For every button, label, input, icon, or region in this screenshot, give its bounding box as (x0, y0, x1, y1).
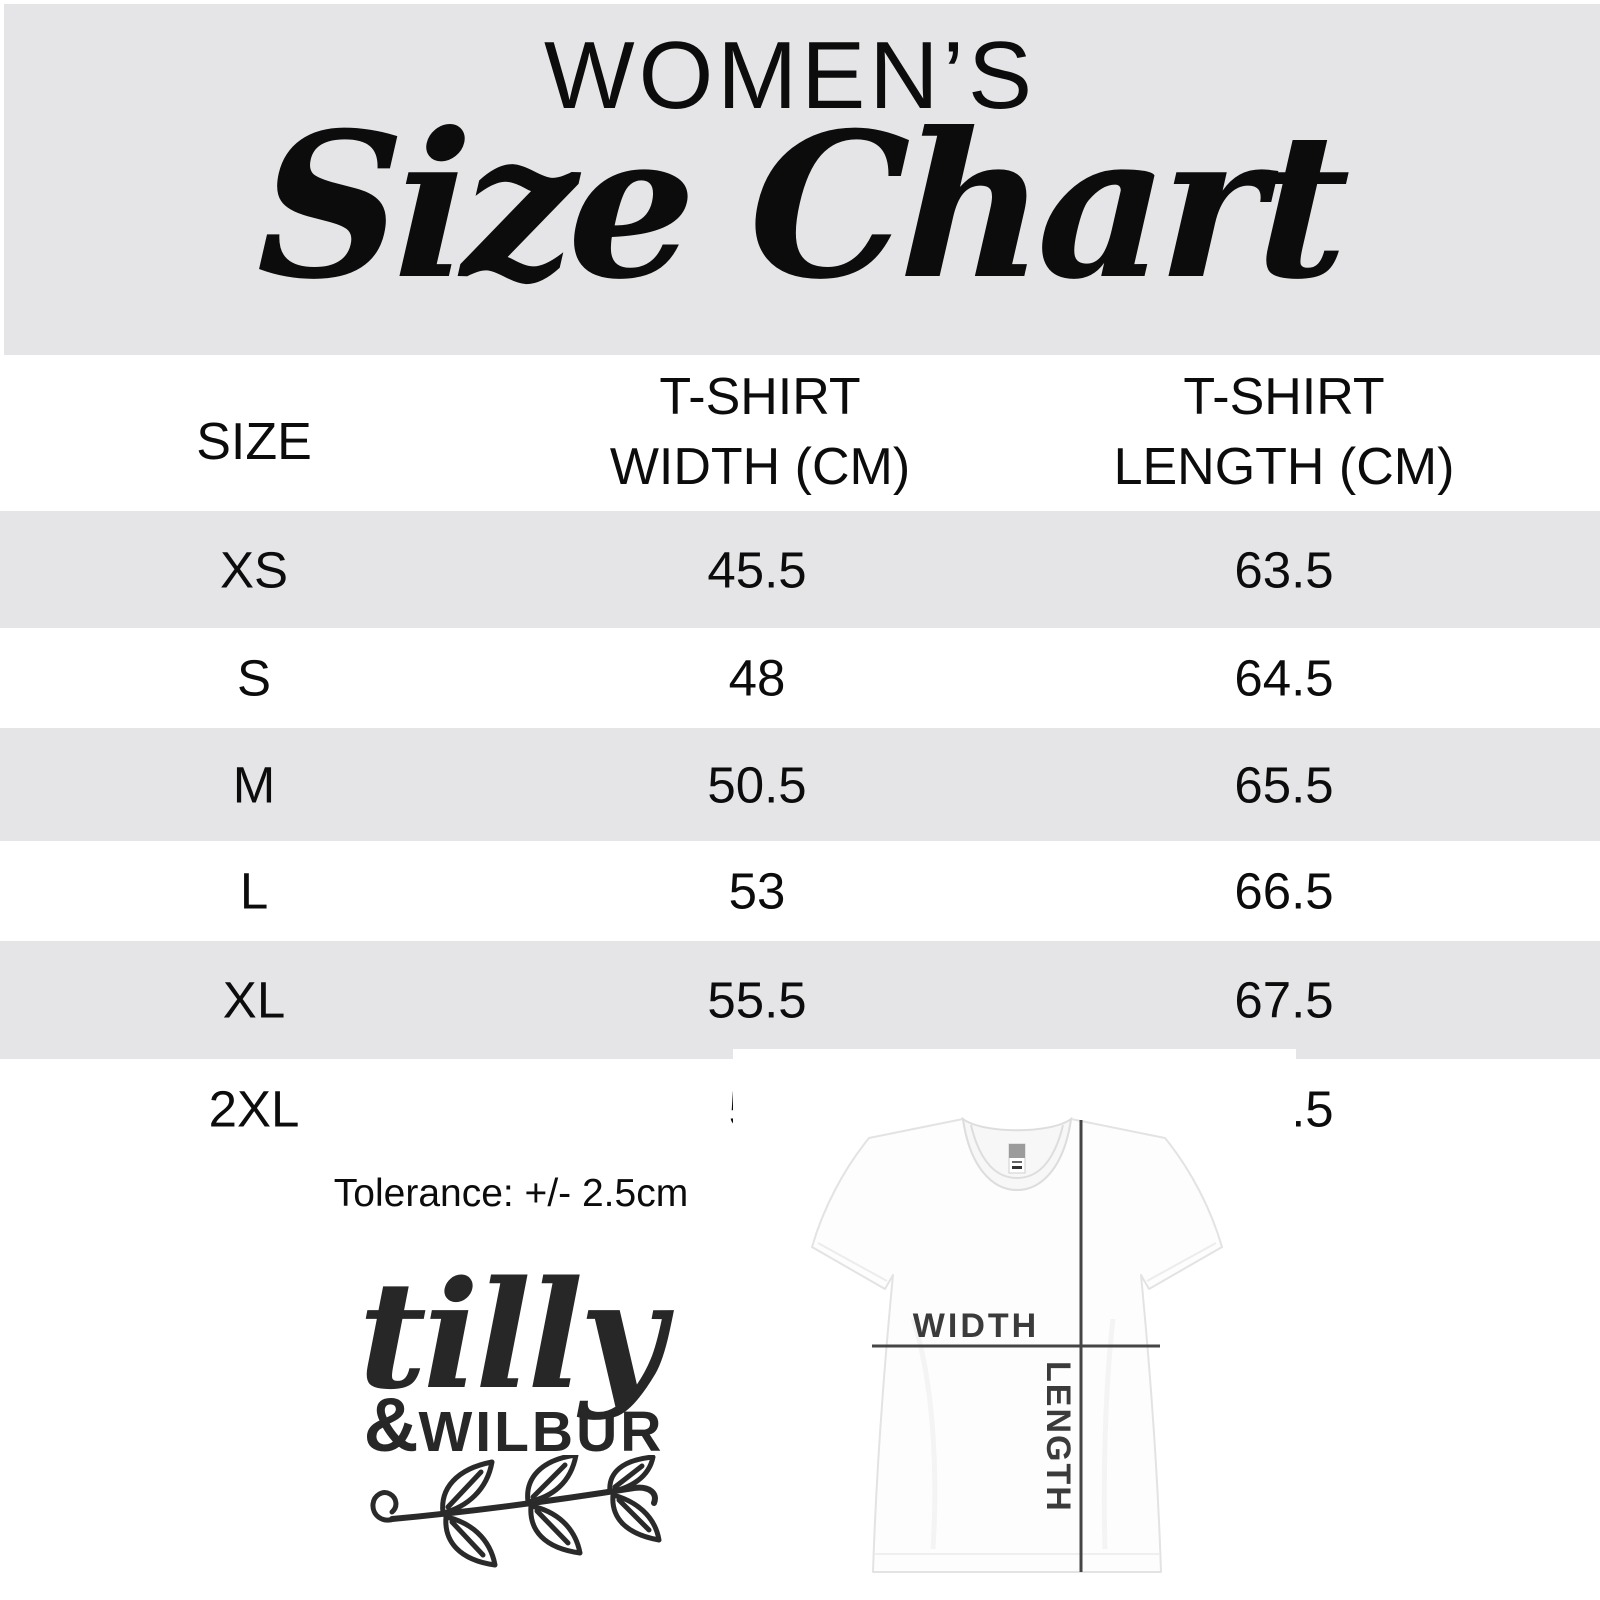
left-cuff-seam (817, 1242, 888, 1282)
neck-label-mark1 (1012, 1161, 1022, 1163)
table-row-s: S 48 64.5 (0, 628, 1600, 728)
neck-label-top (1009, 1144, 1025, 1158)
width-value: 55.5 (707, 971, 807, 1029)
header-eyebrow: WOMEN’S (544, 22, 1036, 129)
column-header-size: SIZE (196, 372, 312, 512)
tshirt-illustration: WIDTH LENGTH (811, 1116, 1223, 1573)
page-title: Size Chart (254, 89, 1346, 324)
logo-wordmark: WILBUR (418, 1400, 665, 1464)
width-value: 50.5 (707, 756, 807, 813)
logo-name: &WILBUR (364, 1388, 665, 1464)
tshirt-measurement-diagram: WIDTH LENGTH (733, 1049, 1296, 1600)
size-value: M (232, 756, 276, 813)
table-row-xl: XL 55.5 67.5 (0, 941, 1600, 1059)
logo-ampersand: & (363, 1383, 419, 1468)
size-value: XL (222, 971, 286, 1029)
column-header-width-line1: T-SHIRT (659, 368, 861, 426)
width-value: 53 (728, 862, 786, 920)
size-value: 2XL (208, 1080, 300, 1138)
fold-shade (910, 1318, 938, 1550)
width-value: 48 (728, 649, 786, 707)
size-value: S (236, 649, 272, 707)
laurel-branch-icon (370, 1455, 662, 1568)
logo-script-text: tilly (358, 1248, 665, 1422)
column-header-size-label: SIZE (196, 413, 312, 471)
column-header-width: T-SHIRT WIDTH (CM) (610, 362, 910, 502)
width-label: WIDTH (913, 1307, 1039, 1345)
size-value: XS (219, 541, 289, 598)
column-header-length-line2: LENGTH (CM) (1113, 438, 1455, 496)
header-band (4, 4, 1600, 355)
length-value: 65.5 (1234, 756, 1334, 813)
table-row-l: L 53 66.5 (0, 841, 1600, 941)
collar-band (970, 1124, 1064, 1180)
length-value: 63.5 (1234, 541, 1334, 598)
neck-label-mark2 (1012, 1166, 1022, 1169)
length-value: 64.5 (1234, 649, 1334, 707)
width-value: 45.5 (707, 541, 807, 598)
size-value: L (239, 862, 269, 920)
table-row-xs: XS 45.5 63.5 (0, 511, 1600, 628)
length-value: 66.5 (1234, 862, 1334, 920)
column-header-length: T-SHIRT LENGTH (CM) (1114, 362, 1455, 502)
length-label: LENGTH (1039, 1361, 1077, 1513)
tolerance-note: Tolerance: +/- 2.5cm (333, 1172, 689, 1215)
table-row-m: M 50.5 65.5 (0, 728, 1600, 841)
column-header-length-line1: T-SHIRT (1183, 368, 1385, 426)
column-header-width-line2: WIDTH (CM) (609, 438, 911, 496)
length-value: 67.5 (1234, 971, 1334, 1029)
right-cuff-seam (1146, 1242, 1217, 1282)
